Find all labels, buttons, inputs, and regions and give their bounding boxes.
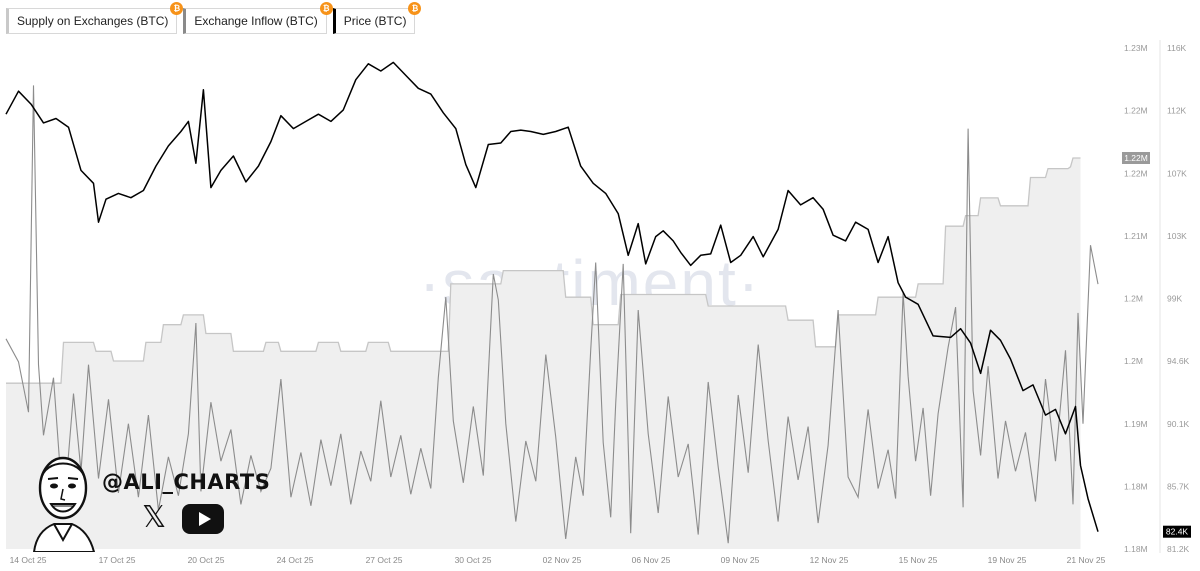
supply-tick-label: 1.23M — [1124, 43, 1148, 53]
supply-tick-label: 1.2M — [1124, 356, 1143, 366]
x-tick-label: 24 Oct 25 — [277, 555, 314, 565]
legend-inflow-label: Exchange Inflow (BTC) — [194, 14, 318, 28]
x-tick-label: 06 Nov 25 — [632, 555, 671, 565]
chart-legend: Supply on Exchanges (BTC) ₿ Exchange Inf… — [6, 2, 422, 34]
x-tick-label: 14 Oct 25 — [10, 555, 47, 565]
legend-price[interactable]: Price (BTC) ₿ — [332, 2, 422, 34]
supply-area — [6, 158, 1081, 549]
supply-current-value: 1.22M — [1124, 153, 1148, 163]
supply-tick-label: 1.18M — [1124, 544, 1148, 554]
price-tick-label: 85.7K — [1167, 481, 1190, 491]
price-tick-label: 116K — [1167, 43, 1187, 53]
legend-price-label: Price (BTC) — [343, 14, 407, 28]
legend-supply-on-exchanges[interactable]: Supply on Exchanges (BTC) ₿ — [6, 2, 184, 34]
price-series — [5, 61, 1099, 532]
x-tick-label: 19 Nov 25 — [988, 555, 1027, 565]
current-value-markers: 1.22M 82.4K — [1122, 152, 1191, 538]
price-line — [5, 61, 1099, 532]
legend-exchange-inflow[interactable]: Exchange Inflow (BTC) ₿ — [183, 2, 333, 34]
supply-line — [6, 157, 1081, 384]
supply-tick-label: 1.22M — [1124, 106, 1148, 116]
supply-tick-label: 1.2M — [1124, 294, 1143, 304]
x-twitter-icon[interactable]: 𝕏 — [142, 500, 167, 535]
price-current-value: 82.4K — [1166, 527, 1189, 537]
x-tick-label: 17 Oct 25 — [99, 555, 136, 565]
x-tick-label: 21 Nov 25 — [1067, 555, 1106, 565]
x-tick-label: 12 Nov 25 — [810, 555, 849, 565]
price-axis: 116K 112K 107K 103K 99K 94.6K 90.1K 85.7K 81.2K — [1167, 43, 1190, 554]
x-tick-label: 15 Nov 25 — [899, 555, 938, 565]
price-tick-label: 99K — [1167, 294, 1182, 304]
price-tick-label: 81.2K — [1167, 544, 1190, 554]
legend-supply-label: Supply on Exchanges (BTC) — [17, 14, 169, 28]
inflow-series — [5, 85, 1099, 544]
supply-tick-label: 1.22M — [1124, 168, 1148, 178]
avatar — [32, 456, 96, 552]
x-tick-label: 02 Nov 25 — [543, 555, 582, 565]
inflow-line — [5, 85, 1099, 544]
price-current-badge — [1163, 525, 1191, 538]
ali-charts-branding: @ALI_CHARTS 𝕏 — [24, 444, 274, 554]
bitcoin-icon: ₿ — [408, 2, 422, 15]
x-tick-label: 20 Oct 25 — [188, 555, 225, 565]
supply-axis: 1.23M 1.22M 1.22M 1.21M 1.2M 1.2M 1.19M 1.18M 1.… — [1124, 43, 1148, 554]
x-tick-label: 27 Oct 25 — [366, 555, 403, 565]
brand-handle: @ALI_CHARTS — [102, 470, 271, 494]
supply-tick-label: 1.21M — [1124, 231, 1148, 241]
x-tick-label: 30 Oct 25 — [455, 555, 492, 565]
youtube-icon[interactable] — [182, 504, 224, 534]
price-tick-label: 103K — [1167, 231, 1187, 241]
bitcoin-icon: ₿ — [170, 2, 184, 15]
supply-tick-label: 1.18M — [1124, 481, 1148, 491]
supply-tick-label: 1.19M — [1124, 419, 1148, 429]
x-tick-label: 09 Nov 25 — [721, 555, 760, 565]
supply-current-badge — [1122, 152, 1150, 164]
bitcoin-icon: ₿ — [319, 2, 333, 15]
price-tick-label: 90.1K — [1167, 419, 1190, 429]
x-axis: 14 Oct 25 17 Oct 25 20 Oct 25 24 Oct 25 27 O… — [10, 555, 1106, 565]
supply-series — [6, 157, 1081, 549]
price-tick-label: 107K — [1167, 168, 1187, 178]
price-tick-label: 94.6K — [1167, 356, 1190, 366]
price-tick-label: 112K — [1167, 106, 1187, 116]
